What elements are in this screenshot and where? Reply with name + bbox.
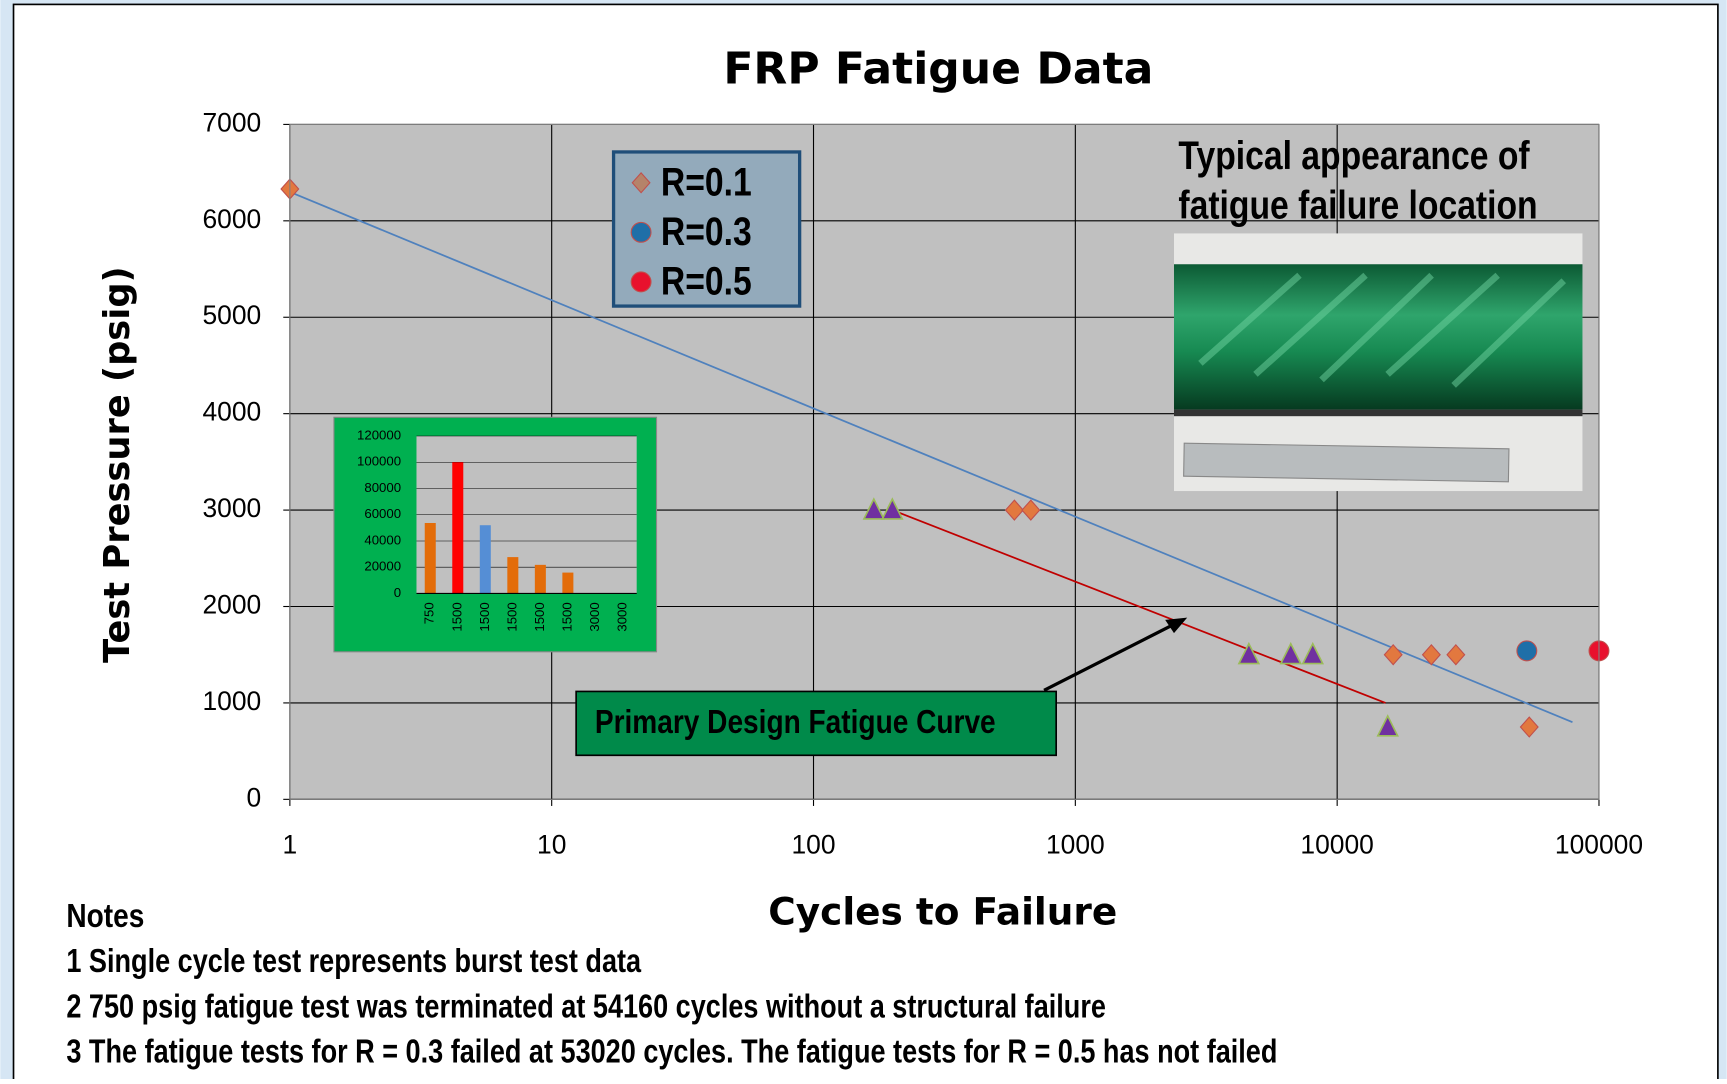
legend-marker (631, 222, 651, 242)
ruler (1184, 443, 1509, 482)
annotation: Primary Design Fatigue Curve (595, 704, 996, 741)
x-tick-label: 1 (283, 830, 298, 860)
bar (562, 573, 573, 594)
notes-title: Notes (66, 898, 144, 935)
legend-marker (631, 272, 651, 292)
inset-y-tick-label: 120000 (357, 427, 401, 442)
legend-label: R=0.3 (661, 209, 752, 253)
y-tick-label: 3000 (202, 493, 261, 523)
y-axis-label: Test Pressure (psig) (97, 266, 138, 663)
inset-x-tick-label: 3000 (587, 602, 602, 631)
bar (452, 462, 463, 593)
bar (535, 565, 546, 594)
inset-y-tick-label: 60000 (364, 506, 401, 521)
x-tick-label: 100 (791, 830, 835, 860)
inset-y-tick-label: 20000 (364, 559, 401, 574)
bar (425, 523, 436, 593)
x-tick-label: 1000 (1046, 830, 1105, 860)
inset-x-tick-label: 1500 (504, 602, 519, 631)
chart: 0 1000 2000 3000 4000 5000 6000 7000 1 10 100 1000 1… (0, 0, 1727, 1079)
inset-x-tick-label: 1500 (532, 602, 547, 631)
inset-y-tick-label: 40000 (364, 532, 401, 547)
bar (480, 525, 491, 593)
pipe (1174, 264, 1582, 409)
note: 3 The fatigue tests for R = 0.3 failed a… (66, 1034, 1277, 1070)
x-tick-label: 10000 (1300, 830, 1373, 860)
pipe-shadow (1174, 410, 1582, 417)
note: 2 750 psig fatigue test was terminated a… (66, 989, 1106, 1025)
x-axis-label: Cycles to Failure (768, 889, 1117, 933)
y-tick-label: 7000 (202, 107, 261, 137)
inset-x-tick-label: 1500 (477, 602, 492, 631)
y-tick-label: 1000 (202, 686, 261, 716)
legend: R=0.1 R=0.3 R=0.5 (614, 152, 800, 306)
x-tick-label: 100000 (1555, 830, 1643, 860)
inset-y-tick-label: 80000 (364, 480, 401, 495)
photo-caption: fatigue failure location (1178, 183, 1537, 227)
y-tick-label: 4000 (202, 397, 261, 427)
note: 1 Single cycle test represents burst tes… (66, 944, 641, 980)
photo-caption: Typical appearance of (1178, 133, 1530, 177)
legend-label: R=0.1 (661, 160, 752, 204)
inset-x-tick-label: 3000 (614, 602, 629, 631)
inset-x-tick-label: 1500 (449, 602, 464, 631)
inset-y-tick-label: 100000 (357, 454, 401, 469)
y-tick-label: 0 (247, 782, 262, 812)
y-tick-label: 5000 (202, 300, 261, 330)
y-tick-label: 2000 (202, 589, 261, 619)
inset-y-tick-label: 0 (394, 585, 401, 600)
inset-x-tick-label: 750 (422, 602, 437, 624)
x-tick-label: 10 (537, 830, 566, 860)
chart-title: FRP Fatigue Data (723, 44, 1153, 95)
photo (1174, 233, 1582, 491)
inset-x-tick-label: 1500 (559, 602, 574, 631)
y-tick-label: 6000 (202, 204, 261, 234)
legend-label: R=0.5 (661, 259, 752, 303)
bar (507, 557, 518, 593)
page: {"chart_data": [ {"type": "scatter", "ti… (0, 0, 1727, 1079)
point (1517, 641, 1537, 661)
